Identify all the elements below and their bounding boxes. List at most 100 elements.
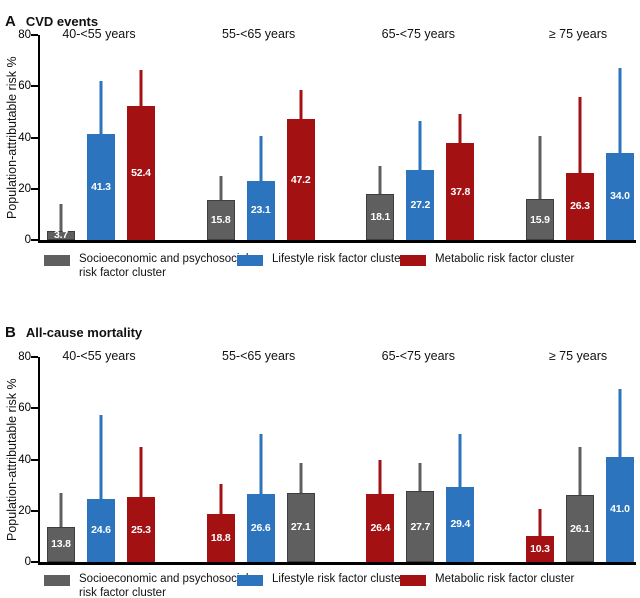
bar-slot: 3.7 — [47, 35, 75, 242]
legend-label: Metabolic risk factor cluster — [435, 573, 574, 587]
chart-cvd-events: Population-attributable risk % 0 20 40 60 80… — [0, 27, 640, 255]
bar-red: 26.3 — [565, 172, 594, 240]
bar-blue: 24.6 — [87, 498, 115, 562]
bar-value-label: 27.1 — [290, 521, 311, 534]
bar-red: 37.8 — [446, 143, 475, 240]
error-bar-red — [219, 483, 223, 515]
legend-item-gray: Socioeconomic and psychosocial risk facto… — [44, 253, 248, 280]
bar-value-label: 37.8 — [450, 185, 471, 198]
y-tick-mark — [31, 561, 38, 563]
error-bar-blue — [618, 389, 622, 458]
legend-swatch-red — [400, 255, 426, 266]
legend-label: Lifestyle risk factor cluster — [272, 573, 404, 587]
bar-slot: 26.6 — [246, 357, 275, 562]
age-group: 13.8 24.6 25.3 — [47, 357, 155, 562]
bar-slot: 26.1 — [565, 357, 594, 562]
bar-value-label: 34.0 — [610, 190, 630, 203]
legend-swatch-gray — [44, 255, 70, 266]
legend-label-line1: Socioeconomic and psychosocial — [79, 253, 249, 265]
bar-slot: 23.1 — [246, 35, 275, 240]
age-group-label: 55-<65 years — [222, 27, 296, 41]
legend-swatch-red — [400, 575, 426, 586]
error-bar-gray — [59, 204, 63, 232]
y-tick-mark — [31, 407, 38, 410]
error-bar-gray — [299, 463, 303, 494]
bar-gray: 3.7 — [47, 229, 75, 242]
legend: Socioeconomic and psychosocial risk facto… — [0, 573, 640, 598]
bar-slot: 15.8 — [206, 35, 235, 240]
bar-slot: 34.0 — [605, 35, 634, 240]
error-bar-gray — [378, 165, 382, 195]
error-bar-blue — [458, 433, 462, 488]
error-bar-blue — [259, 433, 263, 495]
bar-gray: 15.9 — [525, 199, 554, 240]
error-bar-red — [299, 90, 303, 121]
bar-value-label: 10.3 — [530, 542, 550, 555]
legend-label-line1: Metabolic risk factor cluster — [435, 573, 575, 585]
y-tick-mark — [31, 239, 38, 241]
bar-gray: 18.1 — [366, 193, 395, 240]
panel-b-title-text: All-cause mortality — [25, 324, 143, 340]
bar-red: 26.4 — [366, 494, 395, 562]
panel-b-letter: B — [5, 323, 16, 341]
bar-value-label: 52.4 — [131, 166, 151, 179]
y-tick-label: 60 — [18, 402, 31, 415]
legend-item-red: Metabolic risk factor cluster — [400, 573, 574, 587]
y-tick-mark — [31, 85, 38, 88]
bar-value-label: 18.8 — [210, 531, 231, 544]
age-group-label: 55-<65 years — [222, 349, 296, 363]
age-group: 26.4 27.7 29.4 — [366, 357, 475, 562]
chart-all-cause-mortality: Population-attributable risk % 0 20 40 60 80… — [0, 349, 640, 577]
legend-item-blue: Lifestyle risk factor cluster — [237, 253, 404, 267]
error-bar-blue — [618, 68, 622, 154]
bar-value-label: 29.4 — [450, 518, 471, 531]
y-tick-label: 80 — [18, 29, 31, 41]
bar-value-label: 41.0 — [610, 503, 630, 516]
bar-value-label: 47.2 — [290, 173, 311, 186]
bar-blue: 29.4 — [446, 486, 475, 562]
bar-slot: 41.3 — [87, 35, 115, 240]
bar-value-label: 18.1 — [370, 210, 391, 223]
bar-red: 10.3 — [525, 535, 554, 562]
legend-item-red: Metabolic risk factor cluster — [400, 253, 574, 267]
bar-slot: 13.8 — [47, 357, 75, 562]
bar-slot: 10.3 — [525, 357, 554, 562]
legend-label-line1: Socioeconomic and psychosocial — [79, 573, 249, 585]
error-bar-red — [538, 509, 542, 537]
age-group-label: ≥ 75 years — [548, 27, 608, 41]
bar-red: 25.3 — [127, 497, 155, 562]
bar-red: 47.2 — [286, 119, 315, 240]
error-bar-blue — [99, 81, 103, 136]
error-bar-blue — [259, 136, 263, 182]
age-group: 15.9 26.3 34.0 — [525, 35, 634, 240]
bar-value-label: 3.7 — [54, 229, 68, 242]
y-tick-mark — [31, 136, 38, 139]
bar-slot: 37.8 — [446, 35, 475, 240]
legend: Socioeconomic and psychosocial risk facto… — [0, 253, 640, 293]
error-bar-blue — [99, 414, 103, 500]
bar-slot: 26.3 — [565, 35, 594, 240]
error-bar-red — [458, 114, 462, 145]
bar-gray: 13.8 — [47, 526, 75, 562]
bar-slot: 18.8 — [206, 357, 235, 562]
y-tick-mark — [31, 187, 38, 190]
bar-blue: 34.0 — [605, 152, 634, 240]
y-tick-mark — [31, 34, 38, 36]
bar-slot: 26.4 — [366, 357, 395, 562]
legend-label: Metabolic risk factor cluster — [435, 253, 574, 267]
error-bar-blue — [418, 120, 422, 172]
age-group-label: ≥ 75 years — [548, 349, 608, 363]
y-tick-label: 60 — [18, 80, 31, 93]
bar-red: 52.4 — [127, 105, 155, 240]
panel-a-title-text: CVD events — [25, 13, 99, 29]
bar-slot: 27.1 — [286, 357, 315, 562]
legend-swatch-blue — [237, 255, 263, 266]
bar-value-label: 13.8 — [51, 538, 71, 551]
legend-label-line1: Lifestyle risk factor cluster — [272, 253, 405, 265]
y-tick-mark — [31, 356, 38, 358]
bar-blue: 27.2 — [406, 170, 435, 240]
legend-label: Lifestyle risk factor cluster — [272, 253, 404, 267]
bar-blue: 41.0 — [605, 456, 634, 562]
age-group-label: 65-<75 years — [381, 349, 455, 363]
error-bar-gray — [578, 446, 582, 497]
